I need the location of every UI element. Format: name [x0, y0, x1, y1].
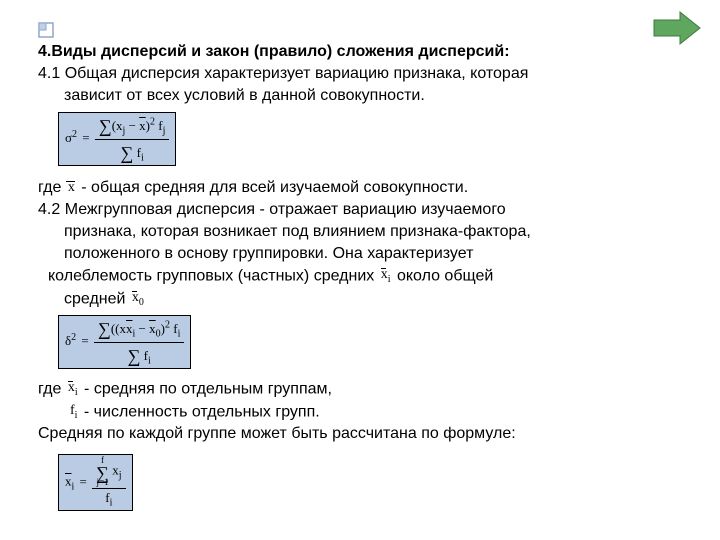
p42-line5: средней x0: [38, 289, 688, 309]
symbol-xbar-i: xi: [379, 266, 393, 286]
heading: 4.Виды дисперсий и закон (правило) сложе…: [38, 42, 688, 62]
p41-line1: 4.1 Общая дисперсия характеризует вариац…: [38, 64, 688, 84]
formula-total-variance: σ2 = ∑(xj − x)2 fj ∑ fi: [58, 112, 176, 166]
symbol-xbar: x: [66, 179, 77, 197]
last-line: Средняя по каждой группе может быть расс…: [38, 424, 688, 444]
gde2-line-a: где xi - средняя по отдельным группам,: [38, 379, 688, 399]
symbol-xbar-0: x0: [130, 289, 146, 309]
symbol-xbar-i-2: xi: [66, 379, 80, 399]
p42-line4: колеблемость групповых (частных) средних…: [38, 266, 688, 286]
p42-line2: признака, которая возникает под влиянием…: [38, 222, 688, 242]
formula-between-group-variance: δ2 = ∑((xxi − x0)2 fi ∑ fi: [58, 315, 191, 369]
gde1-line: где x - общая средняя для всей изучаемой…: [38, 178, 688, 198]
p41-line2: зависит от всех условий в данной совокуп…: [38, 86, 688, 106]
slide-bullet-icon: [38, 22, 54, 38]
p42-line1: 4.2 Межгрупповая дисперсия - отражает ва…: [38, 200, 688, 220]
symbol-fi: fi: [68, 402, 79, 422]
gde2-line-b: fi - численность отдельных групп.: [38, 402, 688, 422]
p42-line3: положенного в основу группировки. Она ха…: [38, 244, 688, 264]
formula-group-mean: xi = f ∑ j=1 xj fi: [58, 454, 133, 511]
slide-content: 4.Виды дисперсий и закон (правило) сложе…: [38, 42, 688, 515]
